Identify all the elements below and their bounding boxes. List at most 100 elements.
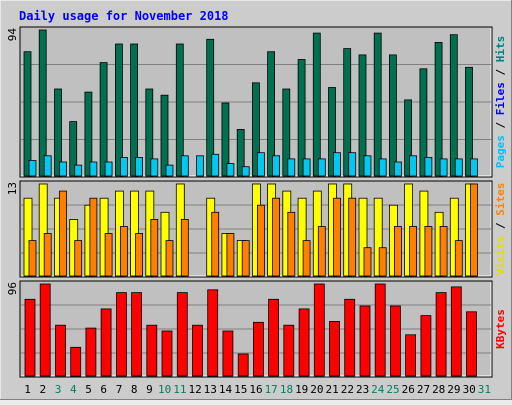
bar-kbytes-day-12: [192, 324, 203, 377]
bar-pages-day-7: [120, 156, 128, 177]
bar-pages-day-14: [226, 163, 235, 177]
bar-sites-day-3: [59, 190, 67, 277]
bar-hits-day-5: [84, 91, 93, 177]
x-tick-label: 17: [265, 383, 278, 396]
bar-pages-day-20: [317, 158, 326, 177]
panel-visits-sites: 13 Visits / Sites: [6, 180, 507, 278]
bar-hits-day-13: [206, 38, 215, 177]
bar-sites-day-19: [302, 240, 311, 277]
legend-item: Sites: [494, 183, 507, 216]
x-tick-label: 29: [447, 383, 460, 396]
x-tick-label: 13: [204, 383, 217, 396]
legend-item: /: [494, 115, 507, 135]
x-tick-label: 27: [417, 383, 430, 396]
x-tick-label: 23: [356, 383, 369, 396]
bar-kbytes-day-5: [85, 327, 97, 377]
x-tick-label: 9: [146, 383, 153, 396]
bar-pages-day-11: [180, 155, 189, 177]
bar-kbytes-day-24: [374, 283, 386, 377]
panels-group: 94 Pages / Files / Hits 13 Visits / Sites 96…: [6, 26, 507, 378]
bar-hits-day-14: [221, 102, 230, 177]
bar-sites-day-7: [120, 226, 128, 277]
bar-kbytes-day-4: [70, 346, 82, 377]
bar-pages-day-1: [28, 160, 37, 177]
bar-sites-day-24: [378, 247, 387, 277]
bar-sites-day-5: [89, 197, 98, 277]
bar-sites-day-15: [241, 240, 250, 277]
bar-pages-day-21: [333, 152, 341, 177]
bar-sites-day-22: [348, 197, 357, 277]
bar-sites-day-4: [74, 240, 83, 277]
bar-hits-day-30: [465, 66, 473, 177]
x-tick-label: 26: [402, 383, 415, 396]
bar-kbytes-day-13: [207, 289, 219, 377]
y-max-label: 96: [6, 282, 19, 295]
bar-kbytes-day-25: [389, 305, 401, 377]
bar-hits-day-6: [99, 62, 108, 177]
bar-pages-day-5: [89, 161, 98, 177]
bar-kbytes-day-21: [329, 320, 340, 377]
bar-kbytes-day-22: [344, 298, 356, 377]
bar-hits-day-15: [236, 128, 245, 177]
bar-sites-day-11: [180, 218, 189, 277]
x-tick-label: 28: [432, 383, 445, 396]
bar-kbytes-day-1: [24, 298, 36, 377]
bar-kbytes-day-30: [466, 311, 477, 377]
bar-visits-day-29: [449, 197, 459, 277]
bar-kbytes-day-16: [252, 321, 264, 377]
x-tick-label: 19: [295, 383, 308, 396]
bar-pages-day-9: [150, 158, 159, 177]
x-tick-label: 31: [478, 383, 491, 396]
bar-kbytes-day-6: [100, 308, 112, 377]
bar-pages-day-12: [196, 155, 204, 177]
bar-hits-day-19: [297, 59, 306, 177]
bar-kbytes-day-2: [39, 283, 51, 377]
bar-hits-day-1: [23, 51, 32, 177]
bar-kbytes-day-27: [420, 315, 432, 377]
bar-pages-day-28: [439, 158, 448, 177]
bar-hits-day-2: [38, 29, 47, 177]
bar-pages-day-29: [454, 158, 463, 177]
x-tick-label: 2: [39, 383, 46, 396]
bar-kbytes-day-28: [435, 292, 447, 377]
bar-visits-day-23: [358, 197, 368, 277]
x-tick-label: 20: [310, 383, 323, 396]
bar-hits-day-4: [69, 121, 78, 177]
series-sites: [28, 183, 478, 277]
bar-pages-day-2: [43, 155, 52, 177]
bar-visits-day-1: [23, 197, 33, 277]
x-tick-label: 5: [85, 383, 92, 396]
bar-sites-day-17: [272, 197, 281, 277]
bar-pages-day-8: [135, 156, 144, 177]
bar-kbytes-day-8: [131, 292, 143, 377]
bar-pages-day-3: [59, 161, 67, 177]
bar-sites-day-29: [454, 240, 463, 277]
bar-pages-day-24: [378, 158, 387, 177]
bar-hits-day-10: [160, 94, 169, 177]
x-tick-label: 18: [280, 383, 293, 396]
bar-hits-day-26: [404, 99, 413, 177]
legend-kbytes: KBytes: [494, 309, 507, 349]
legend-item: Pages: [494, 135, 507, 168]
bar-sites-day-28: [439, 226, 448, 277]
bar-kbytes-day-10: [161, 330, 173, 377]
x-tick-label: 22: [341, 383, 354, 396]
bar-sites-day-16: [256, 204, 265, 277]
bar-hits-day-8: [130, 43, 139, 177]
bar-hits-day-28: [434, 42, 443, 177]
bar-kbytes-day-19: [298, 308, 310, 377]
y-max-label: 94: [6, 28, 19, 42]
bar-visits-day-2: [38, 183, 48, 277]
bar-hits-day-22: [343, 48, 352, 177]
bar-kbytes-day-9: [146, 324, 158, 377]
legend-item: Files: [494, 82, 507, 115]
y-max-label: 13: [6, 182, 19, 195]
bar-kbytes-day-23: [359, 305, 371, 377]
bar-sites-day-9: [150, 218, 159, 277]
bar-kbytes-day-29: [450, 286, 462, 377]
legend-item: Hits: [494, 36, 507, 63]
panel-pages-files-hits: 94 Pages / Files / Hits: [6, 26, 507, 178]
x-tick-label: 4: [70, 383, 77, 396]
bar-hits-day-11: [175, 43, 184, 177]
